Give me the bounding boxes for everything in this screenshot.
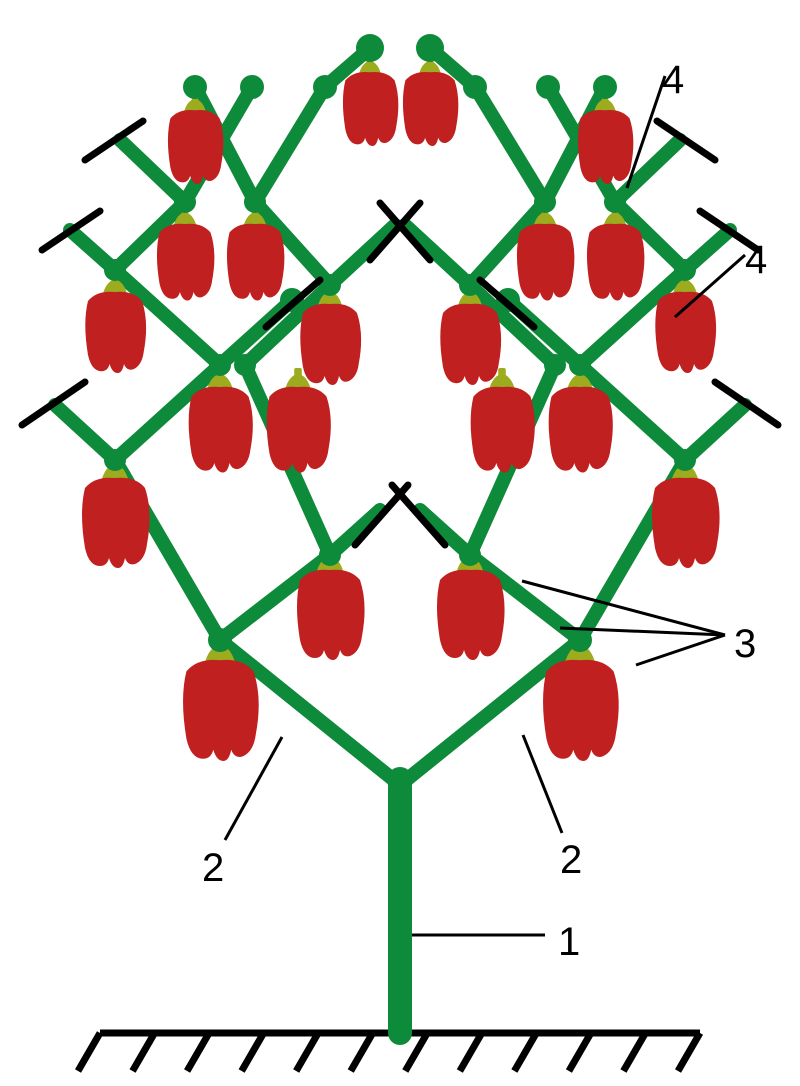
label-4a: 4: [662, 58, 684, 103]
label-2a: 2: [202, 846, 224, 891]
plant-diagram: [0, 0, 800, 1086]
label-2b: 2: [560, 838, 582, 883]
label-3: 3: [734, 622, 756, 667]
label-1: 1: [558, 920, 580, 965]
label-4b: 4: [745, 238, 767, 283]
